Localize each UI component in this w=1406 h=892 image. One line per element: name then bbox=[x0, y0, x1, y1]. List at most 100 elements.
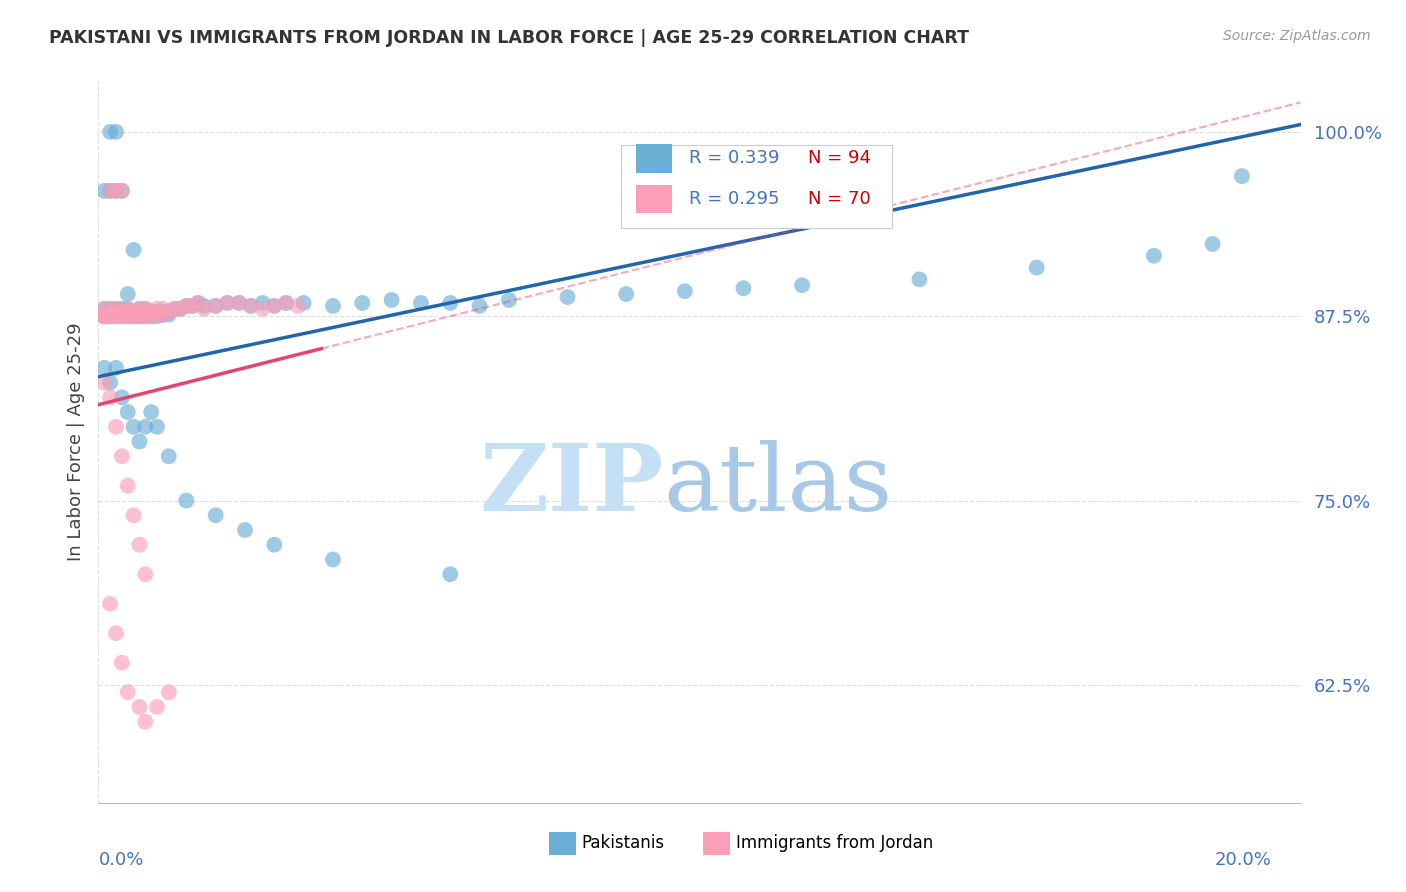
Point bbox=[117, 305, 139, 319]
Point bbox=[381, 293, 404, 307]
Point bbox=[93, 309, 115, 323]
Bar bbox=[636, 185, 672, 213]
Point bbox=[117, 301, 139, 316]
Point bbox=[111, 305, 134, 319]
Point bbox=[614, 287, 637, 301]
Point bbox=[176, 299, 198, 313]
Point bbox=[122, 305, 145, 319]
Point bbox=[117, 685, 139, 699]
Point bbox=[141, 405, 163, 419]
Point bbox=[117, 301, 139, 316]
Text: PAKISTANI VS IMMIGRANTS FROM JORDAN IN LABOR FORCE | AGE 25-29 CORRELATION CHART: PAKISTANI VS IMMIGRANTS FROM JORDAN IN L… bbox=[49, 29, 969, 46]
Point bbox=[117, 305, 139, 319]
Point bbox=[204, 299, 226, 313]
Point bbox=[163, 301, 186, 316]
Bar bbox=[550, 831, 575, 855]
Point bbox=[105, 308, 128, 322]
Point bbox=[111, 305, 134, 319]
Point bbox=[1143, 249, 1166, 263]
Point bbox=[146, 700, 169, 714]
Point bbox=[673, 284, 696, 298]
Point bbox=[163, 301, 186, 316]
Point bbox=[274, 296, 297, 310]
Point bbox=[322, 552, 344, 566]
Point bbox=[98, 309, 121, 323]
Point bbox=[122, 419, 145, 434]
Point bbox=[117, 308, 139, 322]
Point bbox=[98, 309, 121, 323]
Point bbox=[105, 301, 128, 316]
Point bbox=[98, 125, 121, 139]
Point bbox=[146, 419, 169, 434]
Point bbox=[134, 301, 156, 316]
Point bbox=[292, 296, 315, 310]
Point bbox=[93, 301, 115, 316]
Point bbox=[111, 301, 134, 316]
Point bbox=[263, 299, 285, 313]
Y-axis label: In Labor Force | Age 25-29: In Labor Force | Age 25-29 bbox=[66, 322, 84, 561]
Point bbox=[141, 305, 163, 319]
Point bbox=[98, 305, 121, 319]
Point bbox=[439, 296, 461, 310]
Point bbox=[908, 272, 931, 286]
Point bbox=[181, 299, 204, 313]
Point bbox=[141, 305, 163, 319]
Point bbox=[157, 450, 180, 464]
Point bbox=[193, 299, 215, 313]
Point bbox=[105, 309, 128, 323]
Point bbox=[134, 309, 156, 323]
Point bbox=[1201, 236, 1223, 251]
FancyBboxPatch shape bbox=[621, 145, 891, 228]
Point bbox=[1025, 260, 1047, 275]
Point bbox=[111, 450, 134, 464]
Point bbox=[93, 301, 115, 316]
Point bbox=[152, 308, 174, 322]
Point bbox=[146, 305, 169, 319]
Point bbox=[239, 299, 262, 313]
Point bbox=[134, 419, 156, 434]
Text: 20.0%: 20.0% bbox=[1215, 852, 1271, 870]
Text: N = 70: N = 70 bbox=[807, 190, 870, 208]
Point bbox=[134, 308, 156, 322]
Point bbox=[157, 685, 180, 699]
Point bbox=[239, 299, 262, 313]
Point bbox=[117, 287, 139, 301]
Point bbox=[122, 309, 145, 323]
Point bbox=[93, 309, 115, 323]
Point bbox=[263, 538, 285, 552]
Point bbox=[252, 296, 274, 310]
Point bbox=[193, 301, 215, 316]
Point bbox=[439, 567, 461, 582]
Point bbox=[105, 360, 128, 375]
Point bbox=[176, 493, 198, 508]
Point bbox=[204, 508, 226, 523]
Point bbox=[322, 299, 344, 313]
Point bbox=[134, 567, 156, 582]
Point bbox=[93, 376, 115, 390]
Point bbox=[117, 309, 139, 323]
Point bbox=[176, 299, 198, 313]
Point bbox=[111, 656, 134, 670]
Text: R = 0.339: R = 0.339 bbox=[689, 149, 779, 168]
Point bbox=[98, 309, 121, 323]
Point bbox=[122, 305, 145, 319]
Point bbox=[733, 281, 755, 295]
Text: R = 0.295: R = 0.295 bbox=[689, 190, 779, 208]
Point bbox=[128, 700, 150, 714]
Text: Source: ZipAtlas.com: Source: ZipAtlas.com bbox=[1223, 29, 1371, 43]
Point bbox=[122, 309, 145, 323]
Point bbox=[146, 308, 169, 322]
Point bbox=[105, 308, 128, 322]
Point bbox=[228, 296, 250, 310]
Point bbox=[98, 309, 121, 323]
Point bbox=[152, 301, 174, 316]
Point bbox=[134, 309, 156, 323]
Point bbox=[122, 508, 145, 523]
Bar bbox=[636, 144, 672, 173]
Point bbox=[117, 309, 139, 323]
Point bbox=[117, 405, 139, 419]
Point bbox=[146, 309, 169, 323]
Text: Pakistanis: Pakistanis bbox=[582, 834, 665, 852]
Point bbox=[1230, 169, 1253, 183]
Point bbox=[93, 309, 115, 323]
